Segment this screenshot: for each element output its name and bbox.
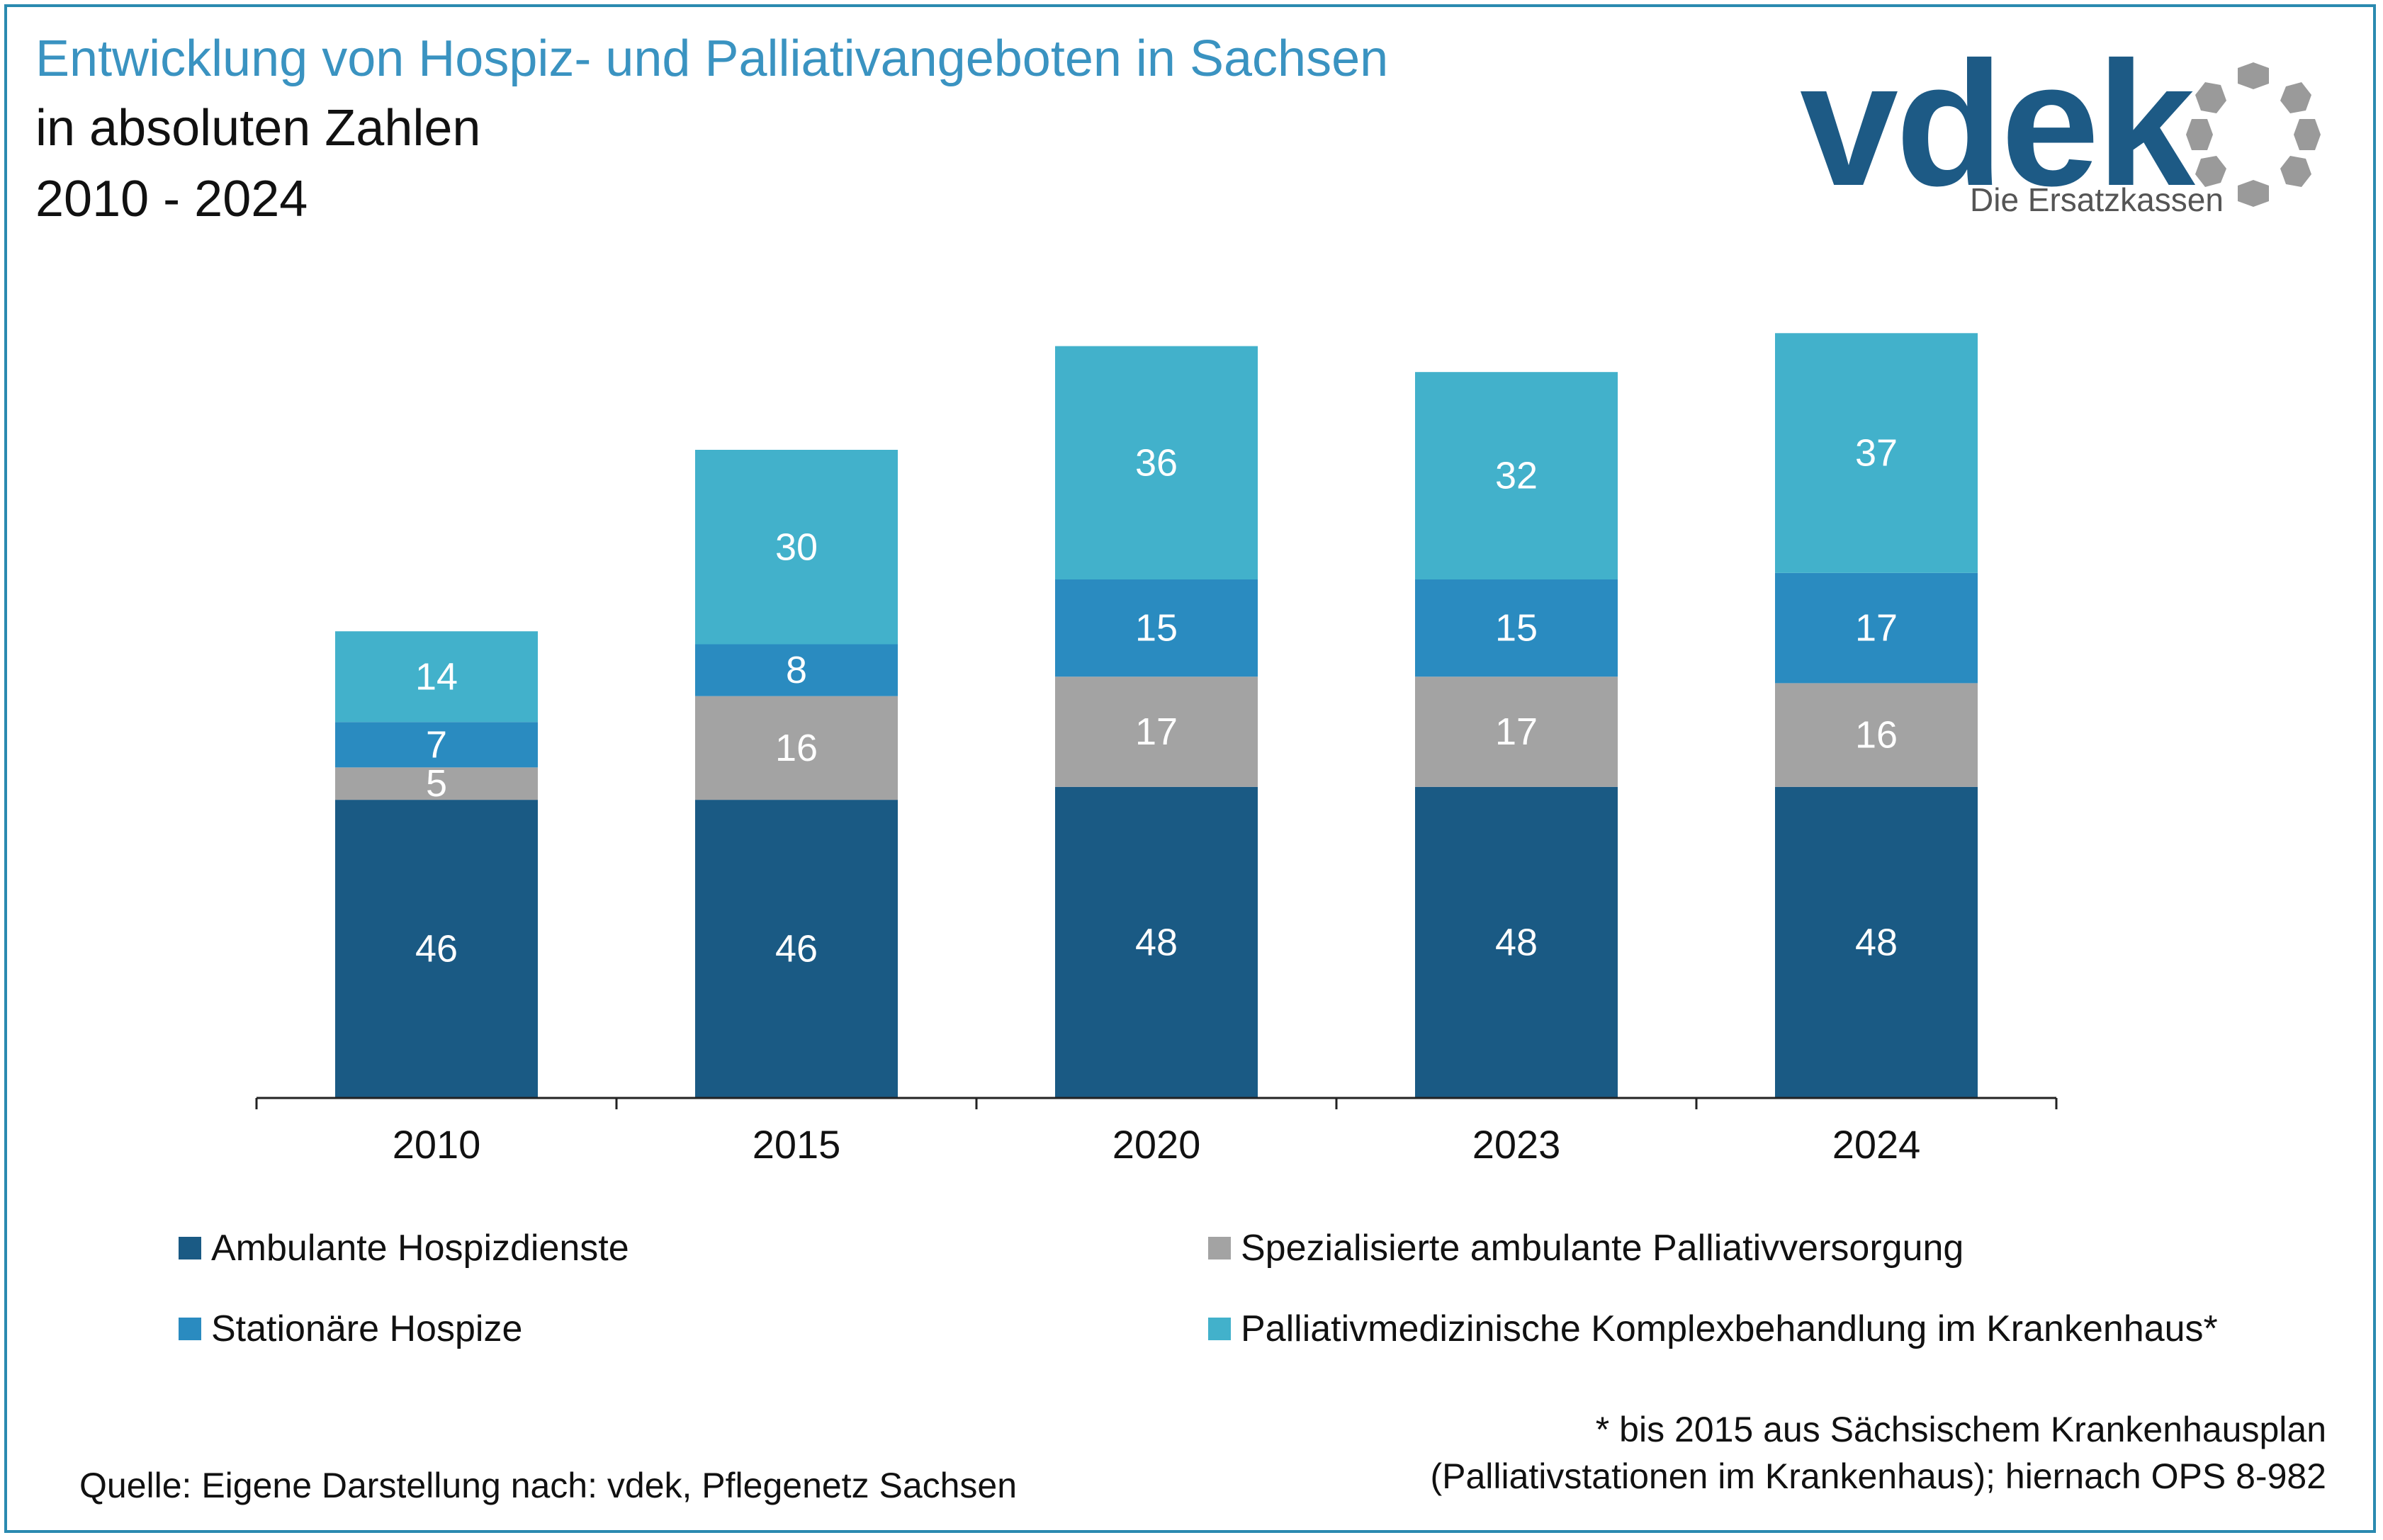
- data-label: 16: [1855, 714, 1898, 757]
- data-label: 46: [415, 928, 458, 970]
- legend-label: Stationäre Hospize: [211, 1308, 523, 1349]
- bar-segment: [1775, 786, 1978, 1098]
- data-label: 15: [1135, 607, 1178, 650]
- data-label: 16: [775, 727, 818, 769]
- bars-layer: 46 57 14 46 16 8 30 48 17 15 36 48 17 15 32 48 16 17 37: [335, 333, 1978, 1098]
- bar-segment: [1055, 579, 1258, 677]
- data-label: 36: [1135, 441, 1178, 484]
- data-label: 7: [426, 723, 447, 766]
- bar-segment: [335, 800, 538, 1098]
- x-tick-label: 2015: [753, 1122, 841, 1167]
- bar-segment: [1775, 683, 1978, 787]
- circle-of-dots-icon: [2186, 62, 2321, 207]
- data-label: 8: [786, 649, 807, 691]
- legend-swatch: [179, 1237, 201, 1259]
- legend-label: Palliativmedizinische Komplexbehandlung …: [1241, 1308, 2218, 1349]
- bar-segment: [1055, 346, 1258, 579]
- bar-segment: [695, 644, 898, 696]
- x-tick-label: 2010: [393, 1122, 481, 1167]
- bar-segment: [1775, 333, 1978, 573]
- bar-segment: [1415, 676, 1618, 787]
- bar-segment: [1415, 786, 1618, 1098]
- legend-label: Spezialisierte ambulante Palliativversor…: [1241, 1228, 1964, 1269]
- legend-item-palliativmedizinische-komplexbehandlung: Palliativmedizinische Komplexbehandlung …: [1208, 1308, 2218, 1350]
- data-label: 46: [775, 928, 818, 970]
- data-label: 37: [1855, 432, 1898, 475]
- x-tick-label: 2023: [1472, 1122, 1561, 1167]
- bar-segment: [335, 767, 538, 800]
- legend-item-spezialisierte-ambulante-palliativversorgung: Spezialisierte ambulante Palliativversor…: [1208, 1227, 1964, 1269]
- footnote: * bis 2015 aus Sächsischem Krankenhauspl…: [1430, 1406, 2326, 1500]
- bar-segment: [335, 722, 538, 768]
- logo-tagline: Die Ersatzkassen: [1970, 181, 2224, 218]
- bar-segment: [695, 696, 898, 800]
- chart-period: 2010 - 2024: [35, 171, 308, 227]
- data-label: 48: [1855, 921, 1898, 963]
- legend-swatch: [1208, 1318, 1231, 1340]
- vdek-logo: vdek Die Ersatzkassen: [1800, 35, 2338, 227]
- data-label: 48: [1135, 921, 1178, 963]
- bar-segment: [1415, 579, 1618, 677]
- data-label: 15: [1495, 607, 1538, 650]
- bar-segment: [695, 450, 898, 645]
- legend-swatch: [179, 1318, 201, 1340]
- x-tick-label: 2020: [1112, 1122, 1201, 1167]
- legend-item-stationaere-hospize: Stationäre Hospize: [179, 1308, 522, 1350]
- data-label: 14: [415, 655, 458, 698]
- data-label: 5: [426, 762, 447, 805]
- data-label: 48: [1495, 921, 1538, 963]
- x-axis: 2010 2015 2020 2023 2024: [255, 1097, 2058, 1167]
- logo-wordmark: vdek: [1800, 25, 2195, 222]
- footnote-line-1: * bis 2015 aus Sächsischem Krankenhauspl…: [1595, 1410, 2326, 1449]
- data-label: 17: [1495, 710, 1538, 753]
- bar-segment: [1055, 786, 1258, 1098]
- chart-subtitle: in absoluten Zahlen: [35, 100, 481, 157]
- bar-segment: [1775, 572, 1978, 684]
- footnote-line-2: (Palliativstationen im Krankenhaus); hie…: [1430, 1456, 2326, 1496]
- bar-segment: [695, 800, 898, 1098]
- bar-segment: [335, 631, 538, 723]
- data-label: 17: [1855, 607, 1898, 650]
- data-label: 30: [775, 526, 818, 568]
- data-label: 17: [1135, 710, 1178, 753]
- legend-swatch: [1208, 1237, 1231, 1259]
- x-tick-label: 2024: [1832, 1122, 1921, 1167]
- source-note: Quelle: Eigene Darstellung nach: vdek, P…: [79, 1466, 1018, 1505]
- bar-segment: [1055, 676, 1258, 787]
- data-label: 32: [1495, 455, 1538, 497]
- legend-label: Ambulante Hospizdienste: [211, 1228, 629, 1269]
- bar-segment: [1415, 372, 1618, 579]
- legend-item-ambulante-hospizdienste: Ambulante Hospizdienste: [179, 1227, 629, 1269]
- chart-title: Entwicklung von Hospiz- und Palliativang…: [35, 30, 1389, 87]
